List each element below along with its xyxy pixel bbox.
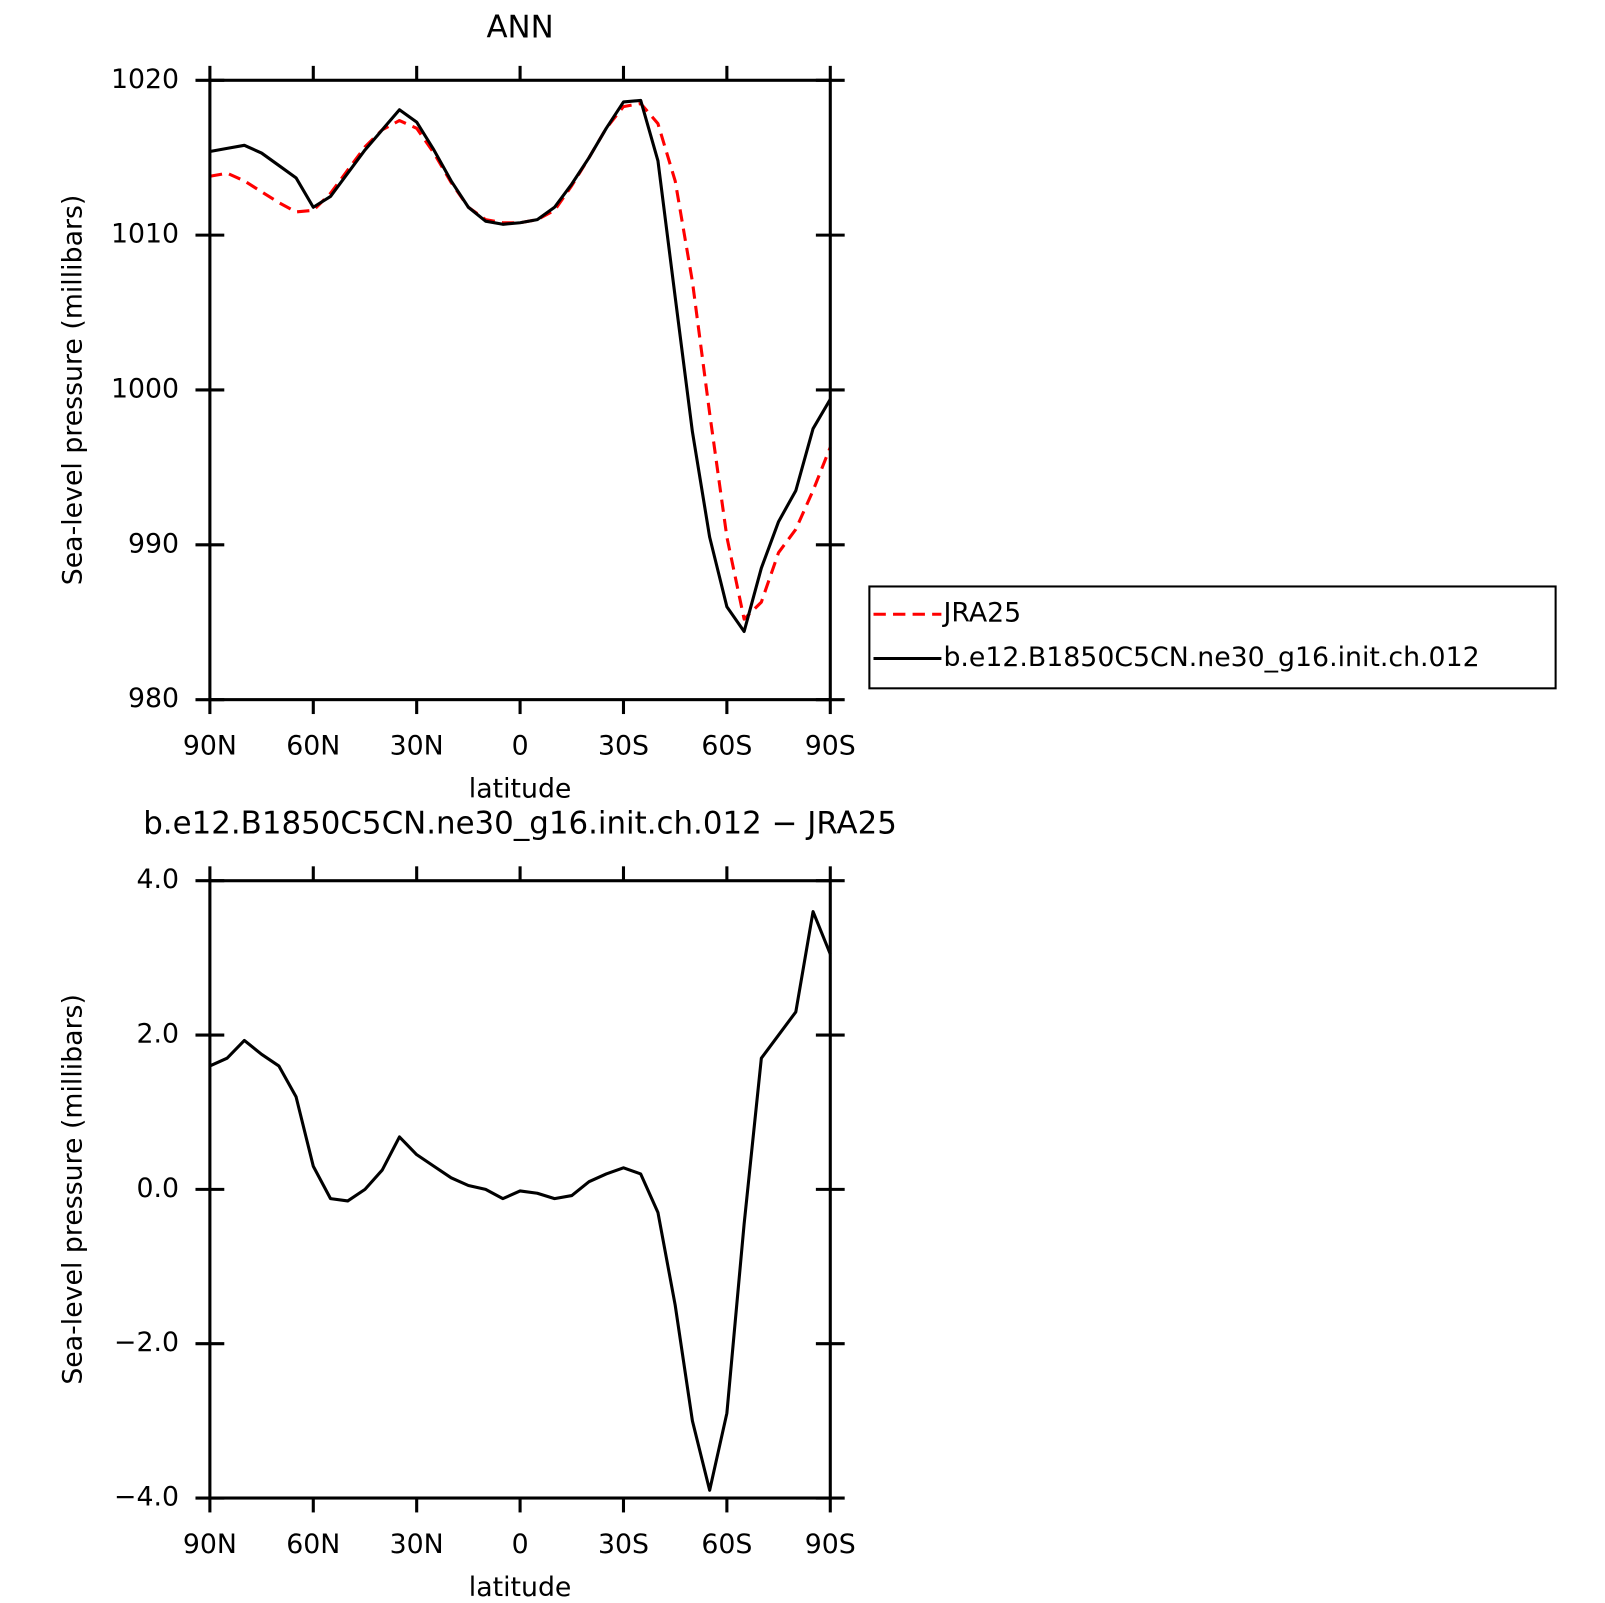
y-tick-label: 1000 (111, 373, 179, 404)
y-tick-label: −4.0 (114, 1482, 179, 1513)
y-tick-label: 0.0 (136, 1173, 179, 1204)
data-line (209, 910, 832, 1492)
x-tick-label: 0 (512, 730, 529, 761)
x-tick-label: 90S (805, 1529, 856, 1560)
x-tick-label: 60N (286, 730, 340, 761)
x-tick-label: 30N (390, 1529, 444, 1560)
y-tick-label: 1020 (111, 64, 179, 95)
data-line (209, 98, 832, 634)
x-tick-label: 60S (701, 1529, 752, 1560)
plot-frame (208, 78, 832, 702)
x-tick-label: 30S (598, 1529, 649, 1560)
x-axis-label: latitude (469, 774, 572, 805)
chart-title: b.e12.B1850C5CN.ne30_g16.init.ch.012 − J… (143, 806, 897, 842)
x-tick-label: 0 (512, 1529, 529, 1560)
x-tick-label: 90N (183, 1529, 237, 1560)
y-tick-label: 2.0 (136, 1019, 179, 1050)
y-axis-label: Sea-level pressure (millibars) (58, 994, 89, 1385)
x-tick-label: 30N (390, 730, 444, 761)
x-tick-label: 60N (286, 1529, 340, 1560)
legend-label: JRA25 (941, 598, 1021, 629)
y-tick-label: 990 (128, 528, 179, 559)
x-tick-label: 60S (701, 730, 752, 761)
x-tick-label: 30S (598, 730, 649, 761)
y-axis-label: Sea-level pressure (millibars) (58, 195, 89, 586)
chart-title: ANN (486, 9, 553, 45)
legend-label: b.e12.B1850C5CN.ne30_g16.init.ch.012 (943, 642, 1479, 673)
data-line (209, 101, 832, 621)
y-tick-label: 4.0 (136, 864, 179, 895)
x-axis-label: latitude (469, 1572, 572, 1603)
y-tick-label: −2.0 (114, 1327, 179, 1358)
x-tick-label: 90S (805, 730, 856, 761)
y-tick-label: 1010 (111, 219, 179, 250)
plot-frame (208, 879, 832, 1500)
legend-box (868, 585, 1557, 690)
y-tick-label: 980 (128, 683, 179, 714)
x-tick-label: 90N (183, 730, 237, 761)
